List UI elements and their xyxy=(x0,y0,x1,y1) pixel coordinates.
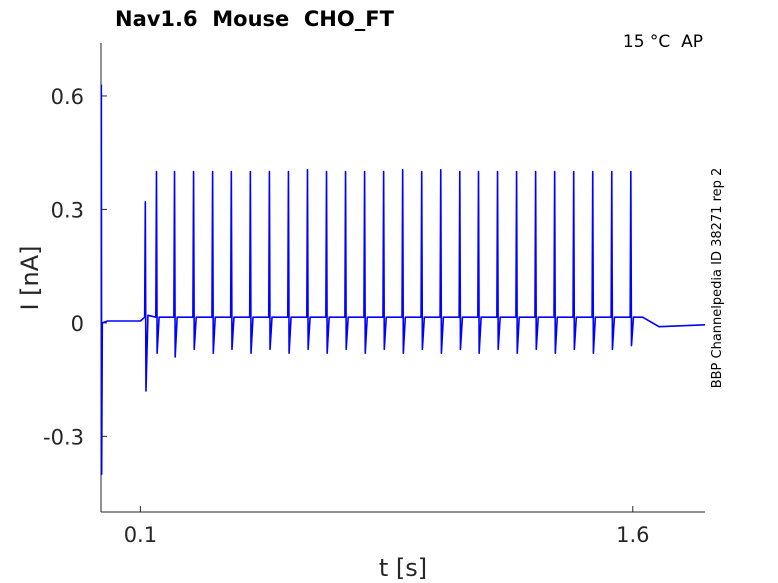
x-axis-label: t [s] xyxy=(379,554,427,582)
annotation: BBP Channelpedia ID 38271 rep 2 xyxy=(710,168,725,389)
y-tick-label: 0 xyxy=(71,312,84,336)
trace xyxy=(100,84,706,475)
y-tick-label: 0.6 xyxy=(51,85,84,109)
x-tick-label: 1.6 xyxy=(616,523,649,547)
y-tick-label: 0.3 xyxy=(51,198,84,222)
annotation: 15 °C AP xyxy=(623,32,703,52)
chart-title: Nav1.6 Mouse CHO_FT xyxy=(115,7,395,31)
y-tick-label: -0.3 xyxy=(43,425,84,449)
x-tick-label: 0.1 xyxy=(124,523,157,547)
y-axis-label: I [nA] xyxy=(16,245,44,310)
